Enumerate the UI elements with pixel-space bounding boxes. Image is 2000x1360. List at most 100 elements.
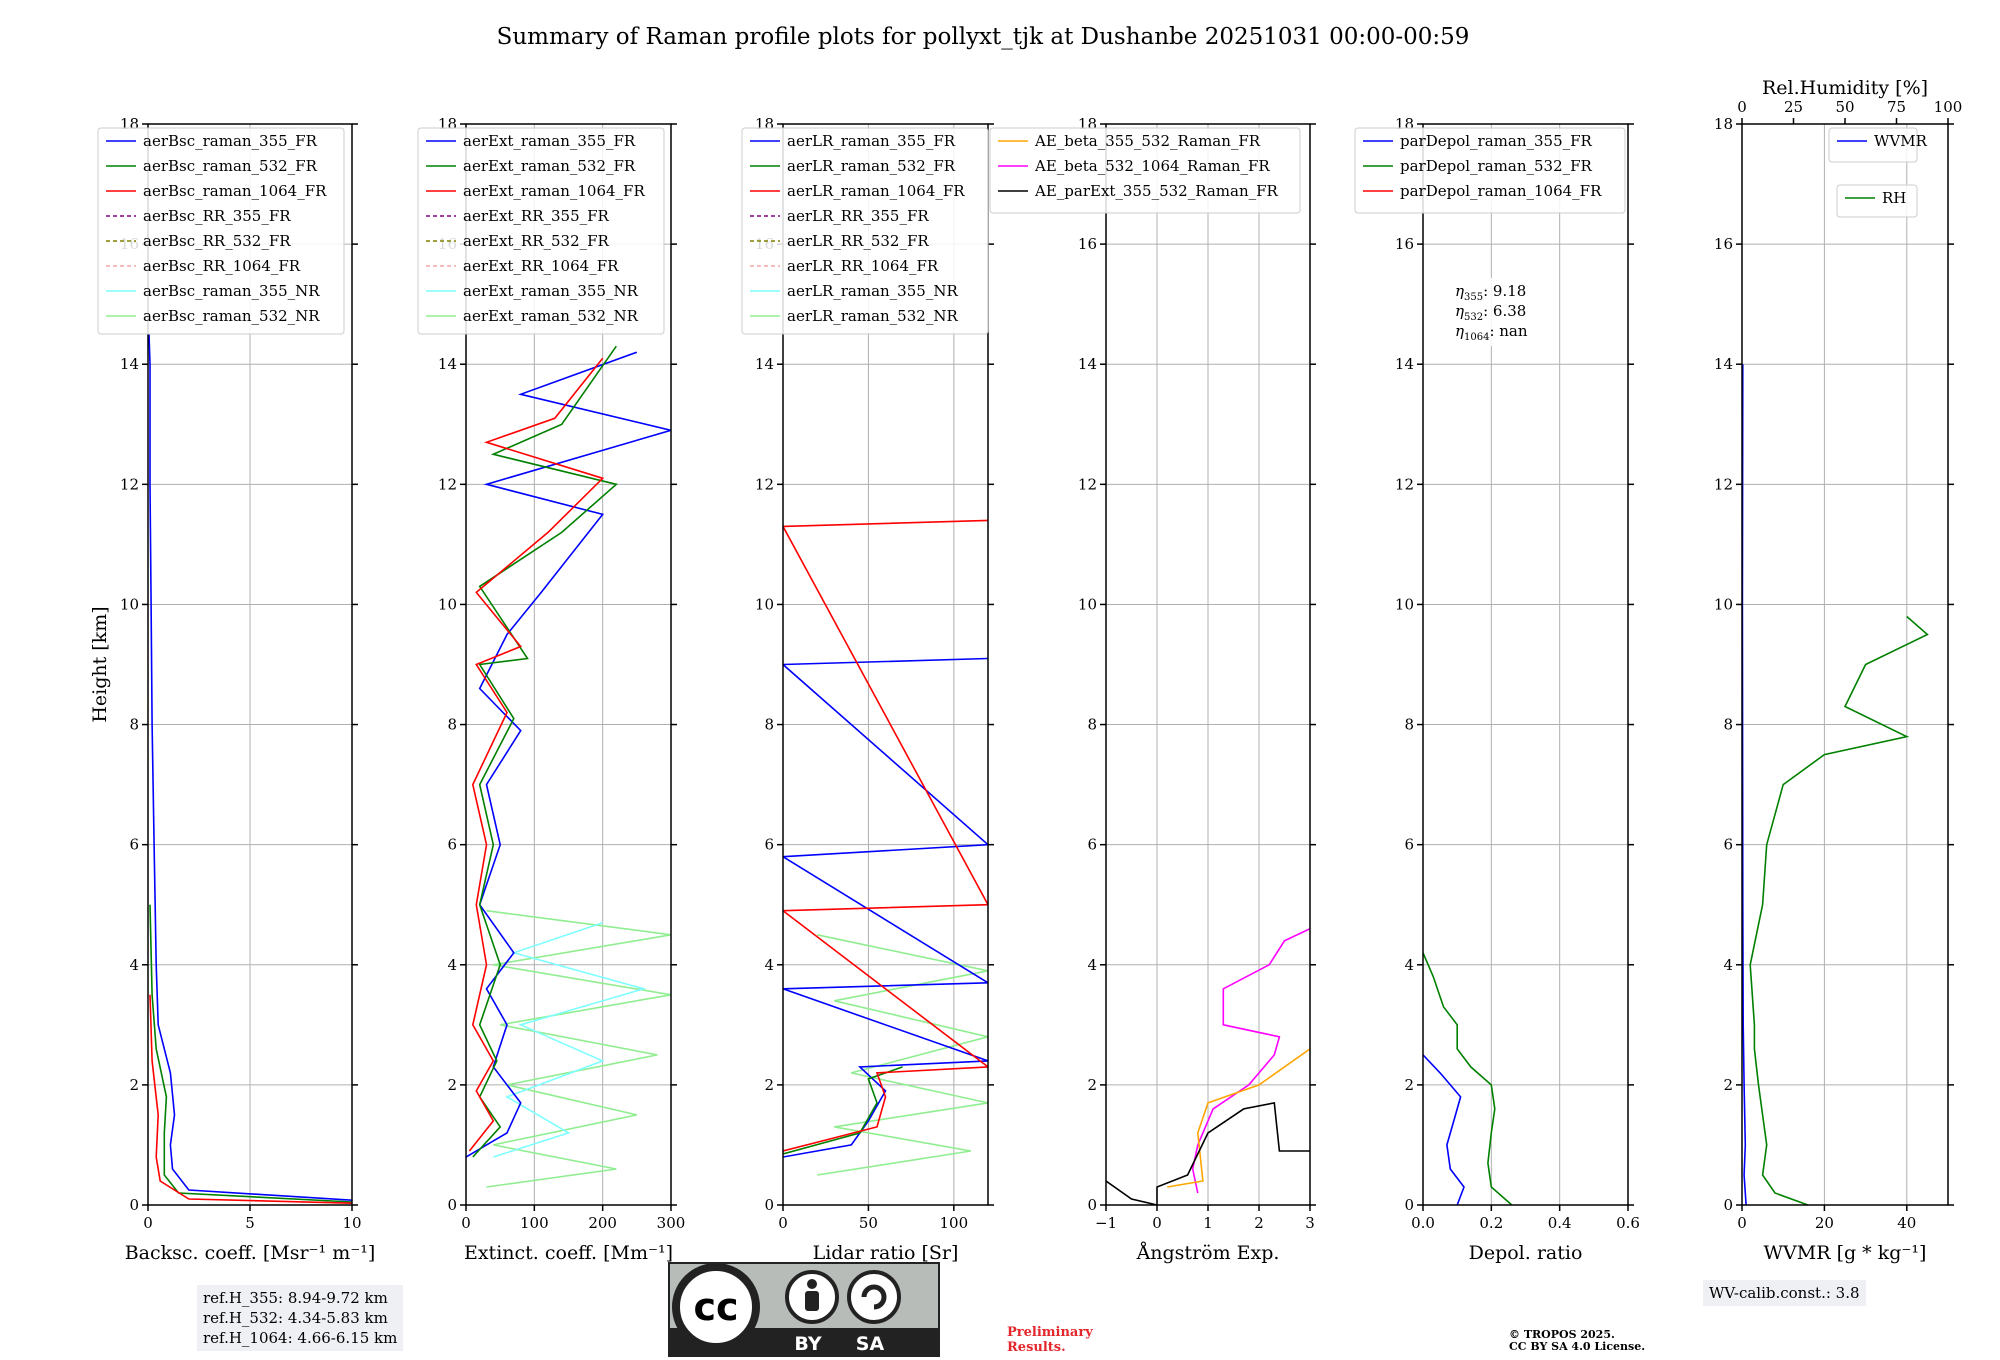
series-line-green: [149, 904, 352, 1203]
ytick-label: 10: [1078, 595, 1097, 613]
preliminary-note: Preliminary Results.: [1007, 1325, 1093, 1355]
ytick-label: 8: [129, 716, 139, 734]
series-line-lightgreen: [486, 909, 671, 1188]
legend-wv: RH: [1836, 184, 1918, 218]
xtick-label: 0: [778, 1214, 788, 1232]
top-tick-label: 50: [1835, 98, 1854, 116]
ytick-label: 6: [764, 836, 774, 854]
series-line-blue: [1423, 1054, 1465, 1205]
ytick-label: 6: [1723, 836, 1733, 854]
top-tick-label: 100: [1934, 98, 1963, 116]
wv-calib-const: WV-calib.const.: 3.8: [1709, 1284, 1860, 1302]
ytick-label: 12: [1395, 475, 1414, 493]
legend-frame: [1354, 127, 1626, 214]
legend-entry: parDepol_raman_532_FR: [1400, 157, 1593, 175]
xtick-label: 5: [245, 1214, 255, 1232]
ytick-label: 8: [1087, 716, 1097, 734]
xtick-label: 0.0: [1411, 1214, 1435, 1232]
ytick-label: 10: [1395, 595, 1414, 613]
xtick-label: 100: [520, 1214, 549, 1232]
axes-frame: [465, 123, 672, 1206]
legend-entry: aerBsc_raman_532_NR: [143, 307, 320, 325]
ytick-label: 8: [764, 716, 774, 734]
xtick-label: 1: [1203, 1214, 1213, 1232]
panel-lr: 024681012141618050100Lidar ratio [Sr]aer…: [741, 115, 994, 1264]
legend-entry: AE_beta_355_532_Raman_FR: [1034, 132, 1261, 150]
ytick-label: 14: [1078, 355, 1097, 373]
legend-entry: aerLR_raman_1064_FR: [787, 182, 965, 200]
xtick-label: 0: [461, 1214, 471, 1232]
ytick-label: 2: [447, 1076, 457, 1094]
ytick-label: 0: [447, 1196, 457, 1214]
xtick-label: 0.2: [1479, 1214, 1503, 1232]
preliminary-line2: Results.: [1007, 1340, 1066, 1355]
legend-entry: aerExt_raman_1064_FR: [463, 182, 645, 200]
top-tick-label: 25: [1784, 98, 1803, 116]
legend-entry: AE_beta_532_1064_Raman_FR: [1034, 157, 1270, 175]
legend-entry: aerBsc_raman_355_FR: [143, 132, 318, 150]
ytick-label: 4: [1087, 956, 1097, 974]
ytick-label: 2: [1404, 1076, 1414, 1094]
ytick-label: 12: [1714, 475, 1733, 493]
cc-logo-text: cc: [693, 1285, 738, 1329]
axes-frame: [1105, 123, 1311, 1206]
series-line-cyan: [493, 921, 647, 1158]
xaxis-label: Ångström Exp.: [1136, 1242, 1280, 1264]
ytick-label: 2: [1087, 1076, 1097, 1094]
legend-dep: parDepol_raman_355_FR parDepol_raman_532_…: [1354, 127, 1626, 214]
ytick-label: 12: [438, 475, 457, 493]
eta-value: η355: 9.18: [1455, 282, 1526, 303]
series-line-red: [783, 519, 988, 1152]
ytick-label: 8: [447, 716, 457, 734]
legend-frame: [1828, 127, 1918, 163]
series-line-green: [1423, 952, 1513, 1205]
series-line-green: [783, 1066, 903, 1155]
credit-line1: © TROPOS 2025.: [1509, 1328, 1615, 1341]
legend-entry: aerExt_RR_1064_FR: [463, 257, 619, 275]
legend-entry: aerExt_raman_532_FR: [463, 157, 636, 175]
legend-frame: [741, 127, 989, 335]
ytick-label: 16: [1078, 235, 1097, 253]
ytick-label: 6: [447, 836, 457, 854]
legend-entry: aerExt_RR_532_FR: [463, 232, 610, 250]
series-line-red: [468, 357, 605, 1152]
legend-entry: aerExt_raman_355_NR: [463, 282, 639, 300]
series-line-orange: [1167, 1048, 1310, 1188]
ytick-label: 4: [764, 956, 774, 974]
xaxis-label: Backsc. coeff. [Msr⁻¹ m⁻¹]: [125, 1242, 376, 1264]
eta-box: [1450, 278, 1538, 346]
xaxis-label: WVMR [g * kg⁻¹]: [1764, 1242, 1927, 1264]
xtick-label: 10: [342, 1214, 361, 1232]
by-person-head: [807, 1279, 817, 1289]
legend-wv: WVMR: [1828, 127, 1928, 163]
legend-entry: aerExt_raman_532_NR: [463, 307, 639, 325]
series-group-ext: [466, 345, 671, 1188]
ytick-label: 4: [447, 956, 457, 974]
xtick-label: 0: [1152, 1214, 1162, 1232]
legend-entry: aerBsc_RR_1064_FR: [143, 257, 301, 275]
xtick-label: −1: [1095, 1214, 1117, 1232]
ref-height-1064: ref.H_1064: 4.66-6.15 km: [203, 1329, 398, 1347]
ref-height-355: ref.H_355: 8.94-9.72 km: [203, 1289, 388, 1307]
ytick-label: 16: [1714, 235, 1733, 253]
xtick-label: 2: [1254, 1214, 1264, 1232]
axes-frame: [147, 123, 353, 1206]
ytick-label: 2: [129, 1076, 139, 1094]
legend-entry: parDepol_raman_1064_FR: [1400, 182, 1602, 200]
by-label: BY: [794, 1333, 821, 1355]
top-tick-label: 75: [1887, 98, 1906, 116]
ytick-label: 8: [1723, 716, 1733, 734]
tropos-credit: © TROPOS 2025. CC BY SA 4.0 License.: [1509, 1329, 1645, 1353]
ytick-label: 14: [438, 355, 457, 373]
legend-frame: [989, 127, 1301, 214]
xtick-label: 0.4: [1548, 1214, 1572, 1232]
preliminary-line1: Preliminary: [1007, 1325, 1093, 1340]
legend-entry: AE_parExt_355_532_Raman_FR: [1034, 182, 1279, 200]
legend-entry: aerExt_raman_355_FR: [463, 132, 636, 150]
legend-entry: aerLR_RR_1064_FR: [787, 257, 939, 275]
legend-entry: parDepol_raman_355_FR: [1400, 132, 1593, 150]
